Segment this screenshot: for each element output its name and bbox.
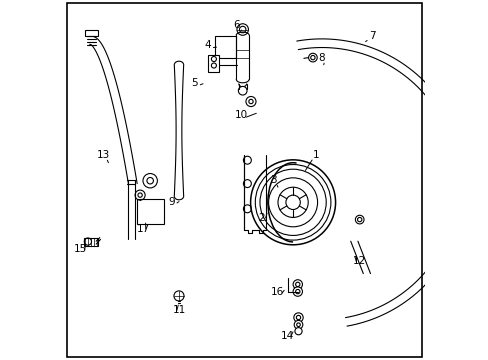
Text: 13: 13: [97, 150, 110, 160]
Text: 17: 17: [136, 224, 149, 234]
Text: 9: 9: [168, 197, 175, 207]
Circle shape: [174, 291, 183, 301]
Text: 15: 15: [74, 244, 87, 254]
Circle shape: [245, 96, 256, 107]
Circle shape: [292, 280, 302, 289]
Text: 10: 10: [234, 110, 247, 120]
Bar: [85, 30, 98, 36]
Bar: [208, 55, 219, 72]
Circle shape: [237, 24, 248, 35]
Bar: [215, 36, 235, 58]
Circle shape: [292, 287, 302, 296]
Text: 11: 11: [172, 305, 185, 315]
Text: 12: 12: [352, 256, 366, 266]
Circle shape: [355, 215, 363, 224]
Text: 3: 3: [269, 175, 276, 185]
Text: 6: 6: [233, 20, 240, 30]
Text: 5: 5: [191, 78, 198, 88]
Bar: [84, 238, 98, 246]
Text: 8: 8: [318, 53, 325, 63]
Text: 2: 2: [258, 213, 264, 223]
Text: 1: 1: [312, 150, 319, 160]
Circle shape: [250, 160, 335, 245]
Text: 7: 7: [368, 31, 375, 41]
Circle shape: [238, 86, 246, 95]
FancyBboxPatch shape: [67, 3, 421, 357]
Text: 4: 4: [204, 40, 211, 50]
Circle shape: [308, 53, 317, 62]
Circle shape: [294, 320, 302, 329]
Circle shape: [294, 328, 302, 335]
Bar: [137, 199, 164, 224]
Circle shape: [293, 313, 303, 322]
Text: 16: 16: [270, 287, 284, 297]
Text: 14: 14: [280, 330, 293, 341]
